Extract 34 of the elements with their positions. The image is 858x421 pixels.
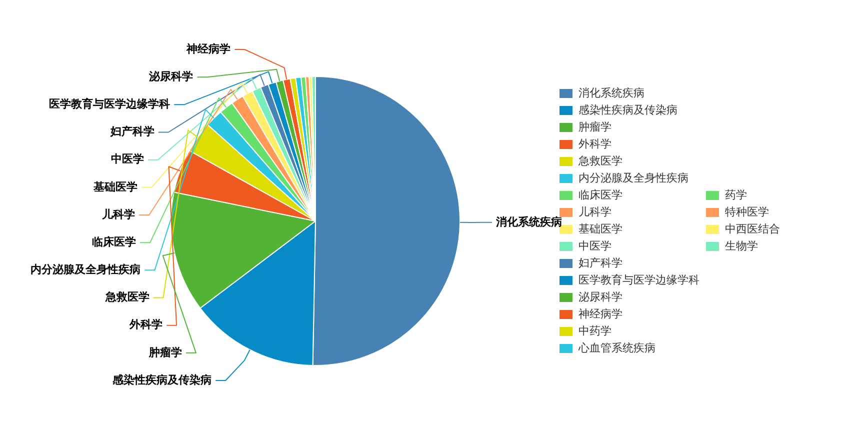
- legend-label: 肿瘤学: [578, 120, 612, 134]
- slice-label: 急救医学: [104, 290, 150, 304]
- legend-label: 外科学: [578, 137, 612, 150]
- slice-label: 神经病学: [186, 42, 231, 56]
- legend-label: 儿科学: [578, 205, 612, 218]
- legend-label: 中西医结合: [725, 222, 780, 236]
- legend-label: 神经病学: [578, 307, 622, 320]
- legend-label: 药学: [725, 188, 747, 202]
- slice-label: 临床医学: [92, 235, 136, 248]
- legend-label: 中医学: [578, 239, 612, 252]
- legend-label: 中药学: [578, 324, 612, 338]
- legend-label: 心血管系统疾病: [578, 341, 656, 354]
- slice-label: 儿科学: [101, 208, 136, 221]
- slice-label: 医学教育与医学边缘学科: [49, 98, 170, 111]
- legend-label: 特种医学: [725, 205, 769, 218]
- slice-label: 肿瘤学: [148, 346, 182, 359]
- legend-label: 急救医学: [578, 154, 622, 168]
- legend-label: 感染性疾病及传染病: [578, 103, 678, 116]
- legend-label: 消化系统疾病: [578, 86, 644, 100]
- legend-label: 泌尿科学: [578, 290, 622, 304]
- legend-label: 临床医学: [578, 188, 622, 202]
- legend-label: 生物学: [725, 239, 758, 252]
- slice-label: 基础医学: [92, 180, 138, 194]
- legend-label: 内分泌腺及全身性疾病: [578, 171, 688, 184]
- slice-label: 内分泌腺及全身性疾病: [30, 263, 141, 276]
- slice-label: 外科学: [128, 318, 163, 332]
- legend-label: 基础医学: [578, 222, 622, 236]
- slice-label: 中医学: [110, 152, 144, 166]
- slice-label: 消化系统疾病: [494, 215, 562, 228]
- slice-label: 感染性疾病及传染病: [112, 373, 212, 386]
- slice-label: 泌尿科学: [148, 70, 194, 83]
- legend-label: 医学教育与医学边缘学科: [578, 273, 700, 286]
- slice-label: 妇产科学: [109, 125, 154, 138]
- legend-label: 妇产科学: [578, 256, 622, 270]
